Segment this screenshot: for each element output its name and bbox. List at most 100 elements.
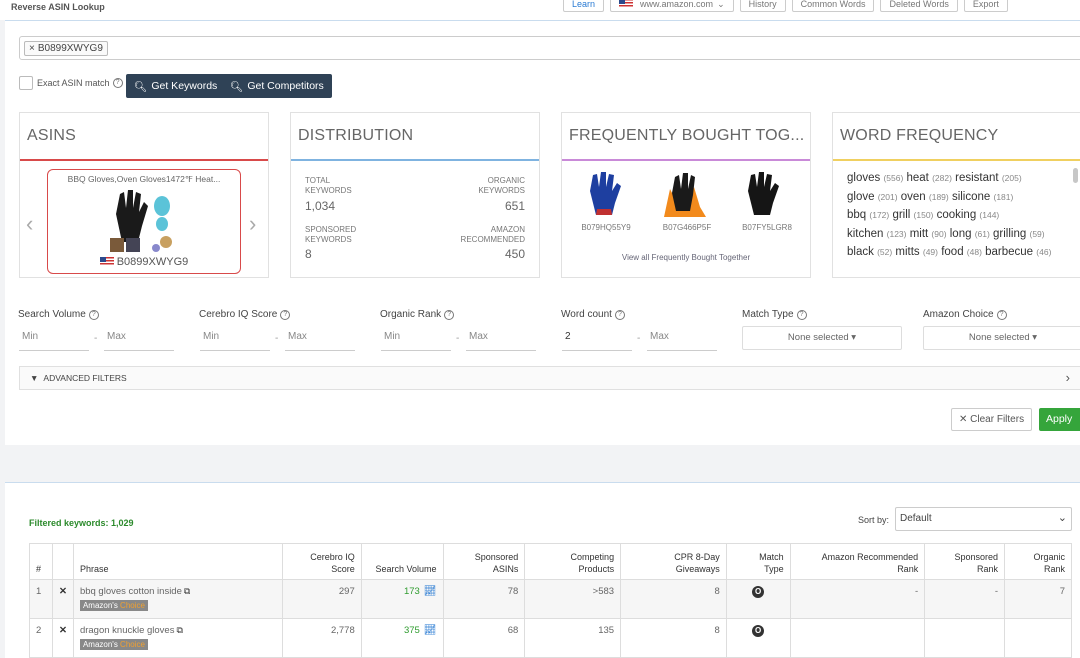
marketplace-select[interactable]: www.amazon.com ⌄ [610, 0, 734, 12]
help-icon[interactable]: ? [614, 309, 625, 320]
common-words-button[interactable]: Common Words [791, 0, 875, 12]
asin-product-card[interactable]: BBQ Gloves,Oven Gloves1472℉ Heat... B089… [47, 169, 241, 274]
fbt-product-image[interactable] [742, 169, 786, 219]
organic-rank-max[interactable]: Max [466, 329, 536, 351]
remove-tag-icon[interactable]: × [29, 43, 35, 54]
fbt-product-image[interactable] [660, 169, 710, 219]
word-frequency-word[interactable]: grilling [993, 227, 1027, 240]
table-row: 1 ✕ bbq gloves cotton inside ⧉ Amazon's C… [29, 579, 1072, 619]
word-frequency-word[interactable]: mitt [909, 227, 929, 240]
organic-keywords-value: 651 [504, 199, 525, 213]
search-volume-cell: 173 📈︎ [360, 579, 444, 619]
advanced-filters-toggle[interactable]: ▼ ADVANCED FILTERS › [19, 366, 1080, 390]
delete-row-icon[interactable]: ✕ [51, 618, 74, 658]
col-amazon-rec-rank[interactable]: Amazon Recommended Rank [789, 543, 926, 580]
cpr-cell: 8 [620, 618, 727, 658]
filtered-keywords-count: Filtered keywords: 1,029 [29, 518, 134, 528]
word-frequency-word[interactable]: bbq [847, 209, 867, 221]
word-frequency-panel-title: WORD FREQUENCY [840, 127, 999, 144]
delete-row-icon[interactable]: ✕ [51, 579, 74, 619]
word-frequency-word[interactable]: barbecue [985, 246, 1034, 258]
word-frequency-word[interactable]: black [847, 246, 874, 258]
col-cerebro-iq[interactable]: Cerebro IQ Score [281, 543, 362, 580]
word-frequency-word[interactable]: silicone [951, 190, 991, 203]
export-button[interactable]: Export [963, 0, 1008, 12]
word-frequency-count: (556) [883, 173, 904, 183]
word-frequency-word[interactable]: heat [906, 172, 929, 184]
help-icon[interactable]: ? [88, 309, 99, 320]
history-button[interactable]: History [739, 0, 786, 12]
word-frequency-count: (52) [877, 247, 893, 257]
word-frequency-count: (61) [974, 228, 990, 239]
word-frequency-word[interactable]: kitchen [847, 227, 884, 240]
word-frequency-word[interactable]: mitts [895, 246, 920, 258]
help-icon[interactable]: ? [796, 309, 807, 320]
col-sponsored-rank[interactable]: Sponsored Rank [924, 543, 1006, 580]
cerebro-iq-max[interactable]: Max [285, 329, 355, 351]
phrase-text[interactable]: bbq gloves cotton inside [79, 586, 182, 597]
search-icon: 🔍︎ [134, 80, 148, 93]
external-link-icon[interactable]: ⧉ [183, 586, 191, 596]
help-icon[interactable]: ? [112, 78, 123, 88]
panel-divider [291, 159, 539, 161]
help-icon[interactable]: ? [280, 309, 291, 320]
search-volume-min[interactable]: Min [19, 329, 89, 351]
view-all-fbt-link[interactable]: View all Frequently Bought Together [621, 253, 751, 262]
fbt-asin[interactable]: B07FY5LGR8 [742, 223, 792, 232]
col-delete [51, 543, 74, 580]
scrollbar[interactable] [1073, 168, 1078, 183]
cerebro-iq-min[interactable]: Min [200, 329, 270, 351]
product-asin: B0899XWYG9 [48, 256, 240, 268]
phrase-text[interactable]: dragon knuckle gloves [79, 625, 175, 636]
next-arrow-icon[interactable]: › [249, 211, 257, 236]
amazon-rec-rank-cell: - [789, 579, 926, 619]
trend-chart-icon[interactable]: 📈︎ [423, 586, 437, 597]
exact-match-checkbox[interactable] [19, 76, 33, 90]
word-frequency-word[interactable]: oven [900, 190, 926, 203]
trend-chart-icon[interactable]: 📈︎ [423, 625, 437, 636]
help-icon[interactable]: ? [996, 309, 1007, 320]
product-title: BBQ Gloves,Oven Gloves1472℉ Heat... [67, 174, 221, 184]
col-phrase[interactable]: Phrase [72, 543, 283, 580]
col-sponsored-asins[interactable]: Sponsored ASINs [442, 543, 526, 580]
col-competing-products[interactable]: Competing Products [524, 543, 622, 580]
distribution-panel-title: DISTRIBUTION [298, 127, 414, 144]
word-frequency-word[interactable]: food [941, 246, 964, 258]
competing-products-cell: 135 [524, 618, 622, 658]
cerebro-iq-cell: 2,778 [281, 618, 362, 658]
word-frequency-word[interactable]: gloves [847, 172, 881, 184]
col-match-type[interactable]: Match Type [725, 543, 791, 580]
fbt-asin[interactable]: B07G466P5F [662, 223, 712, 232]
word-frequency-word[interactable]: long [949, 227, 972, 240]
get-keywords-button[interactable]: 🔍︎ Get Keywords [126, 74, 226, 98]
clear-filters-button[interactable]: ✕ Clear Filters [951, 408, 1033, 431]
word-frequency-word[interactable]: grill [892, 209, 911, 221]
col-search-volume[interactable]: Search Volume [360, 543, 444, 580]
word-frequency-word[interactable]: cooking [936, 209, 977, 221]
amazon-choice-select[interactable]: None selected ▾ [923, 326, 1080, 350]
word-frequency-word[interactable]: resistant [955, 172, 999, 184]
word-count-min[interactable]: 2 [562, 329, 632, 351]
col-cpr[interactable]: CPR 8-Day Giveaways [620, 543, 727, 580]
col-num[interactable]: # [29, 543, 53, 580]
sort-select[interactable]: Default ⌄ [895, 507, 1072, 531]
word-frequency-word[interactable]: glove [847, 190, 875, 203]
apply-button[interactable]: Apply [1039, 408, 1080, 431]
fbt-asin[interactable]: B079HQ55Y9 [581, 223, 631, 232]
organic-rank-min[interactable]: Min [381, 329, 451, 351]
prev-arrow-icon[interactable]: ‹ [26, 211, 34, 236]
get-competitors-button[interactable]: 🔍︎ Get Competitors [222, 74, 332, 98]
learn-button[interactable]: Learn [563, 0, 605, 12]
asin-input[interactable]: × B0899XWYG9 [19, 36, 1080, 60]
col-organic-rank[interactable]: Organic Rank [1004, 543, 1072, 580]
organic-match-icon: O [752, 586, 765, 598]
help-icon[interactable]: ? [444, 309, 455, 320]
external-link-icon[interactable]: ⧉ [176, 625, 183, 635]
word-count-max[interactable]: Max [647, 329, 717, 351]
match-type-select[interactable]: None selected ▾ [742, 326, 902, 350]
search-volume-max[interactable]: Max [104, 329, 174, 351]
fbt-product-image[interactable] [584, 169, 628, 219]
word-frequency-line: glove (201) oven (189) silicone (181) [847, 188, 1072, 207]
table-row: 2 ✕ dragon knuckle gloves ⧉ Amazon's Choi… [29, 618, 1072, 658]
deleted-words-button[interactable]: Deleted Words [880, 0, 958, 12]
